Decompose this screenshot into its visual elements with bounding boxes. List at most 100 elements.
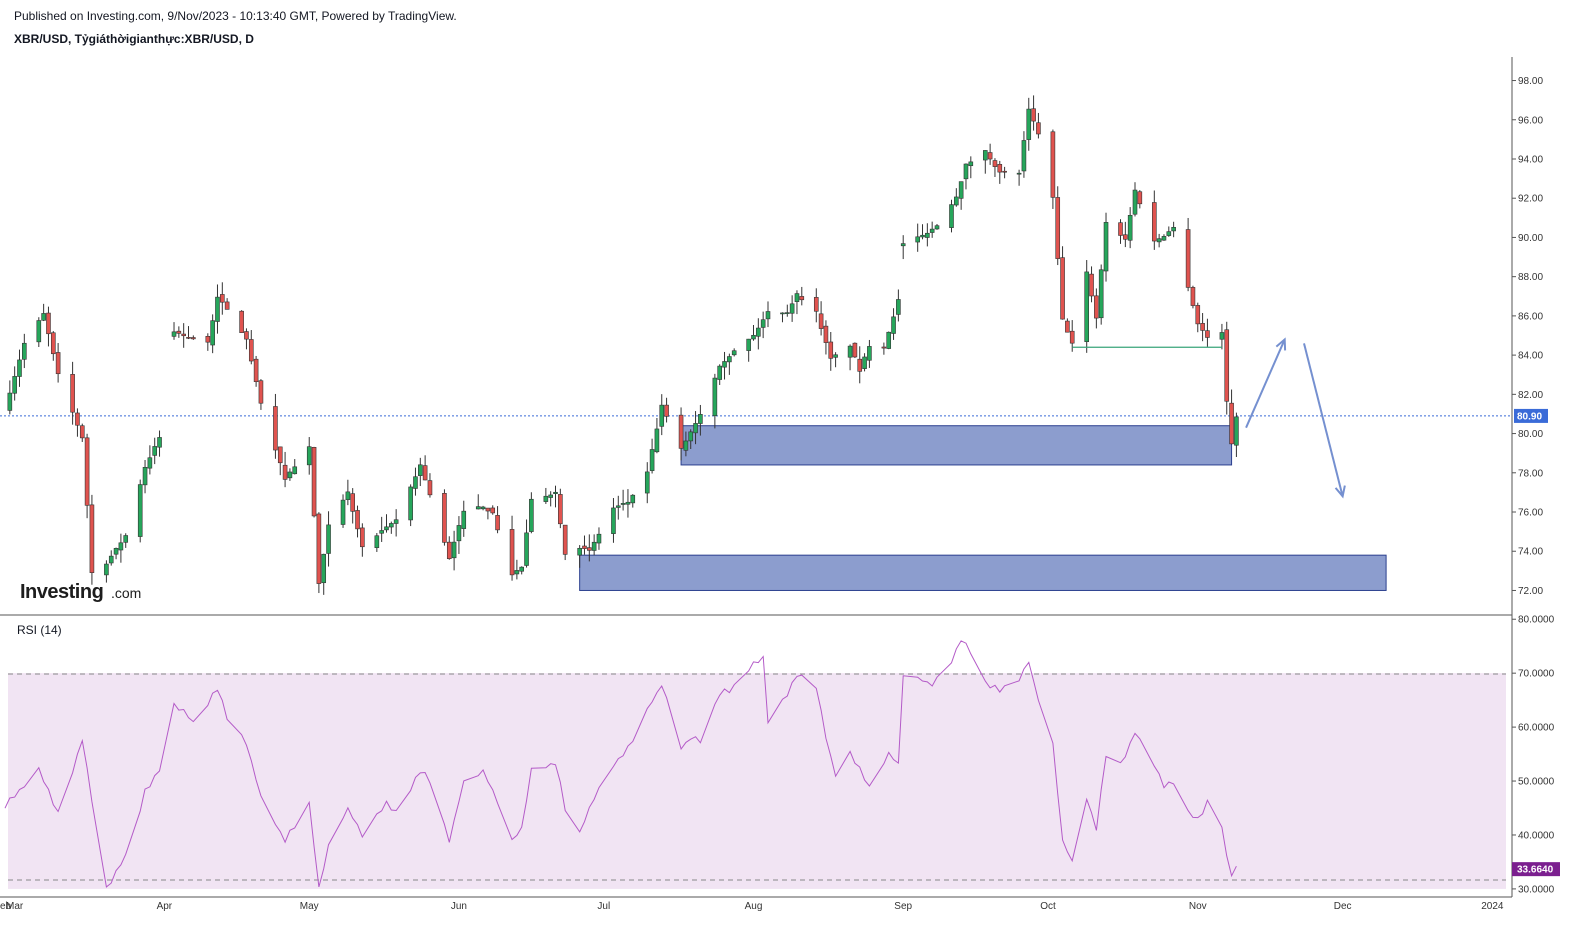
candle[interactable] [1137, 191, 1143, 205]
candle[interactable] [287, 471, 293, 479]
candle[interactable] [84, 437, 90, 506]
candle[interactable] [205, 336, 211, 343]
candle[interactable] [1016, 172, 1022, 175]
candle[interactable] [1050, 131, 1056, 198]
candle[interactable] [857, 358, 863, 372]
candle[interactable] [785, 312, 790, 314]
candle[interactable] [345, 491, 351, 500]
candle[interactable] [886, 331, 892, 349]
candle[interactable] [693, 423, 698, 434]
candle[interactable] [1205, 330, 1210, 338]
candle[interactable] [427, 480, 433, 496]
candle[interactable] [833, 354, 838, 358]
candle[interactable] [1234, 416, 1239, 446]
candle[interactable] [915, 236, 920, 243]
candle[interactable] [958, 181, 964, 199]
candle[interactable] [847, 345, 853, 358]
candle[interactable] [514, 570, 520, 575]
candle[interactable] [543, 495, 549, 502]
candle[interactable] [630, 494, 636, 504]
candle[interactable] [1026, 108, 1032, 140]
candle[interactable] [389, 523, 394, 528]
candle[interactable] [509, 529, 515, 576]
candle[interactable] [1185, 229, 1191, 288]
candle[interactable] [1089, 273, 1094, 297]
candle[interactable] [756, 327, 761, 337]
candle[interactable] [900, 243, 906, 247]
candle[interactable] [828, 341, 834, 359]
candle[interactable] [422, 465, 428, 481]
candle[interactable] [780, 312, 785, 315]
candle[interactable] [485, 507, 491, 512]
candle[interactable] [393, 519, 399, 524]
candle[interactable] [698, 414, 703, 424]
candle[interactable] [1031, 108, 1036, 122]
candle[interactable] [929, 228, 935, 233]
candle[interactable] [1127, 215, 1133, 241]
candle[interactable] [1190, 287, 1196, 306]
candle[interactable] [490, 507, 496, 514]
candle[interactable] [881, 346, 887, 349]
candle[interactable] [620, 503, 626, 505]
candle[interactable] [596, 533, 602, 544]
candle[interactable] [654, 428, 660, 453]
candle[interactable] [55, 352, 61, 375]
candle[interactable] [171, 331, 177, 337]
candle[interactable] [1224, 329, 1230, 402]
candle[interactable] [1152, 202, 1157, 242]
candle[interactable] [529, 498, 534, 532]
candle[interactable] [384, 526, 389, 531]
candle[interactable] [746, 338, 751, 351]
candle[interactable] [475, 506, 481, 510]
candle[interactable] [751, 334, 756, 340]
candle[interactable] [1021, 140, 1027, 172]
candle[interactable] [50, 332, 56, 355]
candle[interactable] [587, 547, 592, 551]
candle[interactable] [442, 493, 447, 543]
candle[interactable] [186, 337, 191, 339]
candle[interactable] [727, 356, 732, 363]
candle[interactable] [649, 449, 655, 471]
candle[interactable] [157, 437, 162, 448]
candle[interactable] [142, 466, 148, 486]
candle[interactable] [1065, 320, 1070, 333]
candle[interactable] [306, 446, 312, 466]
candle[interactable] [997, 164, 1003, 173]
candle[interactable] [1200, 323, 1205, 331]
candle[interactable] [813, 297, 819, 312]
candle[interactable] [562, 524, 568, 555]
candle[interactable] [36, 320, 42, 343]
candle[interactable] [108, 555, 114, 564]
candle[interactable] [104, 563, 109, 576]
candle[interactable] [350, 493, 355, 512]
candle[interactable] [152, 446, 157, 456]
candle[interactable] [625, 501, 631, 505]
candle[interactable] [992, 160, 998, 167]
candle[interactable] [577, 547, 582, 556]
candle[interactable] [1166, 231, 1172, 236]
candle[interactable] [1229, 402, 1234, 445]
candle[interactable] [582, 545, 587, 549]
candle[interactable] [273, 406, 278, 451]
candle[interactable] [664, 404, 669, 417]
candle[interactable] [220, 294, 225, 303]
candle[interactable] [12, 376, 17, 394]
candle[interactable] [717, 365, 722, 380]
candle[interactable] [553, 491, 558, 495]
candle[interactable] [934, 225, 940, 230]
candle[interactable] [1103, 222, 1109, 272]
candle[interactable] [248, 339, 254, 362]
candle[interactable] [519, 566, 525, 572]
candle[interactable] [789, 303, 795, 314]
candle[interactable] [982, 150, 988, 161]
candle[interactable] [191, 337, 196, 340]
candle[interactable] [239, 310, 244, 333]
candle[interactable] [113, 548, 119, 555]
candle[interactable] [181, 333, 186, 337]
candle[interactable] [1161, 236, 1167, 241]
candle[interactable] [615, 505, 621, 508]
candle[interactable] [326, 524, 331, 554]
candle[interactable] [524, 532, 529, 566]
candle[interactable] [215, 296, 220, 322]
candle[interactable] [1123, 234, 1128, 240]
